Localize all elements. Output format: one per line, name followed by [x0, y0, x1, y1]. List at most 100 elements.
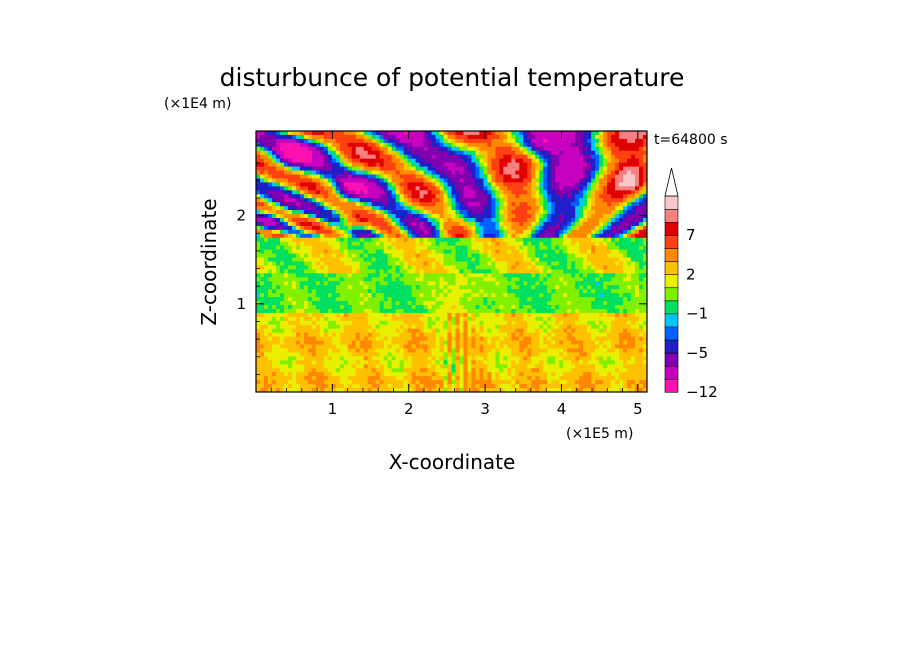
field-cell: [619, 166, 624, 172]
field-cell: [295, 142, 301, 148]
field-cell: [491, 257, 496, 263]
field-cell: [547, 162, 552, 168]
field-cell: [355, 154, 361, 160]
field-cell: [587, 142, 592, 148]
field-cell: [259, 131, 265, 136]
field-cell: [551, 225, 556, 231]
field-cell: [635, 308, 640, 314]
field-cell: [547, 233, 552, 239]
field-cell: [591, 312, 596, 318]
field-cell: [371, 194, 377, 199]
field-cell: [279, 221, 285, 227]
field-cell: [563, 245, 568, 251]
field-cell: [303, 273, 309, 278]
field-cell: [375, 289, 381, 294]
field-cell: [487, 281, 492, 286]
field-cell: [287, 202, 293, 207]
field-cell: [571, 285, 576, 290]
field-cell: [603, 269, 608, 274]
field-cell: [503, 166, 508, 172]
field-cell: [551, 316, 556, 322]
field-cell: [411, 186, 417, 191]
field-cell: [443, 206, 449, 211]
field-cell: [423, 142, 429, 148]
field-cell: [327, 265, 333, 270]
field-cell: [635, 305, 640, 310]
field-cell: [595, 241, 600, 247]
field-cell: [507, 142, 512, 148]
field-cell: [303, 308, 309, 314]
field-cell: [423, 182, 429, 187]
field-cell: [327, 316, 333, 322]
field-cell: [383, 131, 389, 136]
field-cell: [295, 308, 301, 314]
field-cell: [511, 202, 516, 207]
field-cell: [379, 190, 385, 195]
field-cell: [407, 202, 413, 207]
field-cell: [591, 320, 596, 326]
field-cell: [487, 194, 492, 199]
field-cell: [619, 261, 624, 267]
field-cell: [467, 142, 473, 148]
field-cell: [563, 142, 568, 148]
field-cell: [603, 138, 608, 144]
field-cell: [299, 170, 305, 176]
field-cell: [415, 225, 421, 231]
field-cell: [355, 198, 361, 203]
field-cell: [451, 225, 457, 231]
field-cell: [503, 273, 508, 278]
field-cell: [559, 194, 564, 199]
field-cell: [495, 324, 500, 330]
field-cell: [507, 146, 512, 152]
field-cell: [459, 301, 465, 306]
field-cell: [379, 293, 385, 298]
field-cell: [307, 206, 313, 211]
field-cell: [643, 202, 647, 207]
field-cell: [443, 289, 449, 294]
field-cell: [615, 324, 620, 330]
field-cell: [615, 158, 620, 164]
field-cell: [455, 225, 461, 231]
field-cell: [387, 166, 393, 172]
field-cell: [615, 277, 620, 282]
field-cell: [627, 178, 632, 183]
field-cell: [499, 289, 504, 294]
field-cell: [267, 297, 273, 302]
field-cell: [347, 218, 353, 223]
field-cell: [515, 297, 520, 302]
field-cell: [327, 273, 333, 278]
field-cell: [471, 170, 477, 176]
field-cell: [303, 233, 309, 239]
field-cell: [371, 273, 377, 278]
field-cell: [627, 233, 632, 239]
field-cell: [295, 206, 301, 211]
field-cell: [371, 277, 377, 282]
field-cell: [323, 229, 329, 235]
field-cell: [267, 305, 273, 310]
field-cell: [611, 138, 616, 144]
field-cell: [443, 281, 449, 286]
field-cell: [475, 214, 481, 219]
field-cell: [295, 174, 301, 180]
field-cell: [379, 158, 385, 164]
field-cell: [339, 154, 345, 160]
field-cell: [431, 281, 437, 286]
field-cell: [611, 166, 616, 172]
field-cell: [387, 146, 393, 152]
field-cell: [527, 170, 532, 176]
field-cell: [395, 305, 401, 310]
field-cell: [299, 214, 305, 219]
field-cell: [503, 297, 508, 302]
field-cell: [643, 186, 647, 191]
field-cell: [299, 285, 305, 290]
field-cell: [375, 265, 381, 270]
field-cell: [507, 269, 512, 274]
field-cell: [539, 194, 544, 199]
field-cell: [431, 312, 437, 318]
field-cell: [387, 214, 393, 219]
field-cell: [351, 261, 357, 267]
field-cell: [339, 261, 345, 267]
field-cell: [467, 229, 473, 235]
field-cell: [567, 202, 572, 207]
field-cell: [559, 308, 564, 314]
